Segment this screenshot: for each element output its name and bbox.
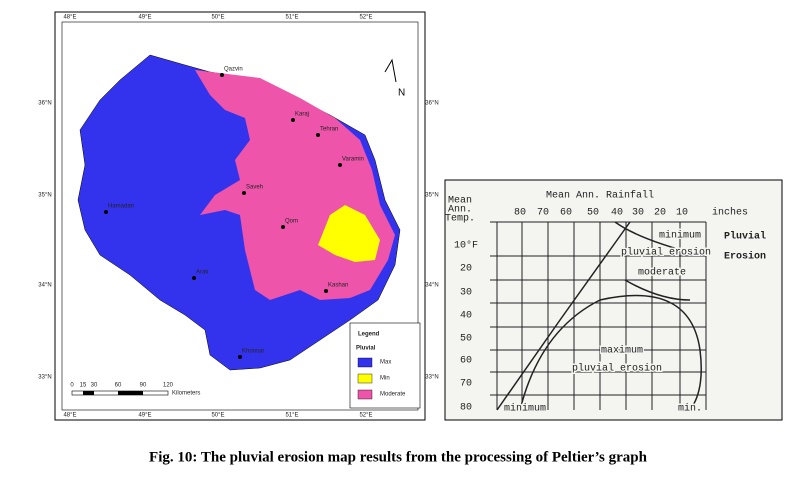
zone-label: maximum <box>601 345 643 357</box>
temp-tick: 50 <box>460 334 472 345</box>
legend-title: Legend <box>358 332 380 338</box>
legend-swatch <box>357 389 373 400</box>
scale-tick: 30 <box>91 383 98 389</box>
rainfall-unit: inches <box>712 207 748 219</box>
side-title: Erosion <box>724 251 766 263</box>
city-dot <box>104 210 108 214</box>
scale-bar <box>83 391 94 395</box>
lon-label: 51°E <box>285 15 298 21</box>
city-label: Hamadan <box>108 204 134 210</box>
temp-tick: 80 <box>460 403 472 414</box>
city-dot <box>291 118 295 122</box>
lat-label: 35°N <box>38 193 51 199</box>
temp-tick: 60 <box>460 356 472 367</box>
graph-frame <box>444 179 783 421</box>
zone-label: minimum <box>504 403 546 415</box>
north-arrow <box>384 58 397 83</box>
lat-label: 33°N <box>425 375 438 381</box>
lon-label: 50°E <box>211 15 224 21</box>
temp-tick: 70 <box>460 379 472 390</box>
scale-unit: Kilometers <box>172 391 200 397</box>
side-title: Pluvial <box>724 231 766 243</box>
lon-label: 48°E <box>63 15 76 21</box>
city-label: Qazvin <box>224 67 243 73</box>
temp-label: Temp. <box>445 214 475 225</box>
city-dot <box>242 191 246 195</box>
city-dot <box>192 276 196 280</box>
temp-tick: 30 <box>460 288 472 299</box>
temp-tick: 20 <box>460 264 472 275</box>
city-label: Karaj <box>295 112 309 118</box>
legend-swatch <box>357 373 373 384</box>
graph-title: Mean Ann. Rainfall <box>546 190 654 202</box>
legend-swatch <box>357 357 373 368</box>
lat-label: 35°N <box>425 193 438 199</box>
lon-label: 50°E <box>211 413 224 419</box>
lon-label: 52°E <box>359 15 372 21</box>
legend-item: Max <box>380 360 391 366</box>
temp-label: Mean <box>448 196 472 207</box>
scale-tick: 0 <box>70 383 74 389</box>
city-dot <box>281 225 285 229</box>
city-label: Varamin <box>342 157 364 163</box>
legend-item: Min <box>380 376 390 382</box>
scale-bar <box>118 391 143 395</box>
city-dot <box>238 355 242 359</box>
lat-label: 36°N <box>425 101 438 107</box>
temp-label: Ann. <box>448 205 472 216</box>
rainfall-tick: 50 <box>587 208 599 219</box>
lon-label: 52°E <box>359 413 372 419</box>
city-label: Qom <box>285 219 298 225</box>
city-label: Tehran <box>320 127 338 133</box>
rainfall-tick: 70 <box>537 208 549 219</box>
city-label: Arak <box>196 270 209 276</box>
lat-label: 36°N <box>38 101 51 107</box>
zone-label: moderate <box>638 267 686 279</box>
lon-label: 51°E <box>285 413 298 419</box>
caption: Fig. 10: The pluvial erosion map results… <box>149 449 648 465</box>
zone-label: minimum <box>659 230 701 242</box>
scale-tick: 90 <box>140 383 147 389</box>
legend-item: Moderate <box>380 392 406 398</box>
north-label: N <box>398 88 405 99</box>
scale-tick: 120 <box>163 383 174 389</box>
rainfall-tick: 60 <box>560 208 572 219</box>
lon-label: 49°E <box>138 413 151 419</box>
legend-subtitle: Pluvial <box>356 346 376 352</box>
lat-label: 34°N <box>425 283 438 289</box>
lat-label: 34°N <box>38 283 51 289</box>
rainfall-tick: 40 <box>611 208 623 219</box>
lat-label: 33°N <box>38 375 51 381</box>
zone-label: pluvial erosion <box>572 363 662 375</box>
city-label: Saveh <box>246 185 263 191</box>
city-label: Kashan <box>328 283 348 289</box>
city-dot <box>338 163 342 167</box>
city-dot <box>316 133 320 137</box>
region-min <box>318 205 380 262</box>
city-dot <box>220 73 224 77</box>
graph-grid <box>490 221 707 411</box>
rainfall-tick: 20 <box>654 208 666 219</box>
lon-label: 49°E <box>138 15 151 21</box>
city-label: Khonsar <box>242 349 264 355</box>
lon-label: 48°E <box>63 413 76 419</box>
temp-tick: 10°F <box>454 240 478 252</box>
rainfall-tick: 80 <box>514 208 526 219</box>
temp-tick: 40 <box>460 311 472 322</box>
rainfall-tick: 30 <box>632 208 644 219</box>
zone-label: min. <box>678 403 702 415</box>
city-dot <box>324 289 328 293</box>
scale-tick: 60 <box>115 383 122 389</box>
scale-tick: 15 <box>80 383 87 389</box>
zone-label: pluvial erosion <box>621 247 711 259</box>
rainfall-tick: 10 <box>676 208 688 219</box>
